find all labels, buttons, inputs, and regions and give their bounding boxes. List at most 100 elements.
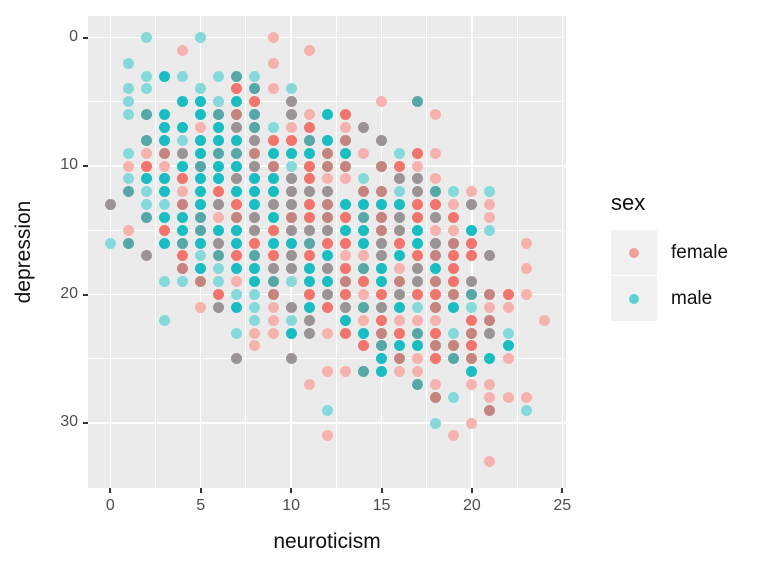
data-point <box>285 147 297 159</box>
data-point <box>231 70 243 82</box>
data-point <box>249 289 261 300</box>
data-point <box>231 289 243 300</box>
data-point <box>412 186 424 198</box>
data-point <box>412 96 424 108</box>
data-point <box>285 263 297 275</box>
data-point <box>339 263 351 275</box>
data-point <box>484 301 496 313</box>
data-point <box>376 289 387 300</box>
data-point <box>502 301 514 313</box>
data-point <box>231 237 243 249</box>
data-point <box>195 199 207 211</box>
data-point <box>249 250 261 262</box>
data-point <box>140 70 152 82</box>
y-tick-mark <box>83 422 88 424</box>
data-point <box>357 276 369 288</box>
data-point <box>412 353 424 365</box>
data-point <box>394 186 406 198</box>
data-point <box>430 211 442 223</box>
data-point <box>394 327 406 339</box>
x-tick-label: 5 <box>196 497 206 514</box>
y-tick-mark <box>83 293 88 296</box>
data-point <box>231 121 243 133</box>
data-point <box>484 250 496 262</box>
data-point <box>394 173 406 185</box>
data-point <box>430 289 442 300</box>
data-point <box>159 173 171 185</box>
data-point <box>177 44 189 56</box>
data-point <box>430 353 442 365</box>
data-point <box>177 211 189 223</box>
data-point <box>376 263 387 275</box>
data-point <box>430 391 442 403</box>
data-point <box>267 186 279 198</box>
data-point <box>357 366 369 378</box>
data-point <box>249 301 261 313</box>
data-point <box>412 211 424 223</box>
data-point <box>122 237 134 249</box>
data-point <box>376 340 387 352</box>
x-tick-label: 0 <box>105 497 115 514</box>
data-point <box>140 211 152 223</box>
data-point <box>249 276 261 288</box>
data-point <box>177 276 189 288</box>
data-point <box>484 353 496 365</box>
gridline-major <box>561 16 564 488</box>
data-point <box>177 173 189 185</box>
data-point <box>303 250 315 262</box>
data-point <box>394 147 406 159</box>
data-point <box>249 314 261 326</box>
data-point <box>339 237 351 249</box>
data-point <box>430 186 442 198</box>
data-point <box>267 147 279 159</box>
x-axis-title: neuroticism <box>273 530 381 553</box>
data-point <box>357 327 369 339</box>
data-point <box>195 211 207 223</box>
data-point <box>303 276 315 288</box>
data-point <box>159 211 171 223</box>
data-point <box>448 289 460 300</box>
data-point <box>159 160 171 172</box>
data-point <box>520 263 532 275</box>
data-point <box>303 109 315 121</box>
data-point <box>394 289 406 300</box>
x-tick-mark <box>380 488 383 493</box>
data-point <box>195 301 207 313</box>
data-point <box>249 83 261 95</box>
data-point <box>159 121 171 133</box>
data-point <box>448 250 460 262</box>
data-point <box>394 263 406 275</box>
legend-entry-label: male <box>671 287 713 309</box>
data-point <box>231 250 243 262</box>
data-point <box>267 57 279 69</box>
data-point <box>376 96 387 108</box>
data-point <box>430 250 442 262</box>
data-point <box>376 186 387 198</box>
data-point <box>357 250 369 262</box>
data-point <box>376 276 387 288</box>
data-point <box>303 301 315 313</box>
data-point <box>249 160 261 172</box>
data-point <box>231 276 243 288</box>
data-point <box>213 121 225 133</box>
data-point <box>195 121 207 133</box>
x-tick-label: 20 <box>462 497 481 514</box>
data-point <box>213 301 225 313</box>
data-point <box>249 237 261 249</box>
data-point <box>249 199 261 211</box>
data-point <box>122 186 134 198</box>
data-point <box>376 224 387 236</box>
data-point <box>357 289 369 300</box>
data-point <box>466 276 478 288</box>
data-point <box>195 237 207 249</box>
data-point <box>249 224 261 236</box>
data-point <box>122 83 134 95</box>
data-point <box>376 134 387 146</box>
data-point <box>430 314 442 326</box>
data-point <box>267 134 279 146</box>
data-point <box>448 301 460 313</box>
data-point <box>140 134 152 146</box>
data-point <box>213 289 225 300</box>
legend-entry-label: female <box>671 241 729 263</box>
data-point <box>412 263 424 275</box>
